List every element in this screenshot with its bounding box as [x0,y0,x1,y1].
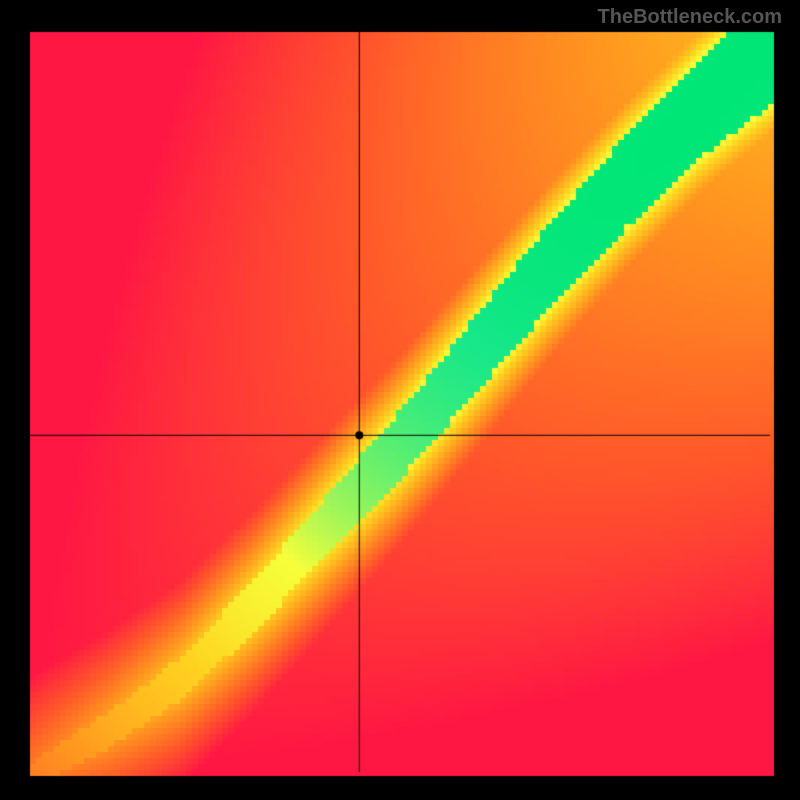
chart-container: TheBottleneck.com [0,0,800,800]
bottleneck-heatmap [0,0,800,800]
watermark-text: TheBottleneck.com [598,6,782,29]
